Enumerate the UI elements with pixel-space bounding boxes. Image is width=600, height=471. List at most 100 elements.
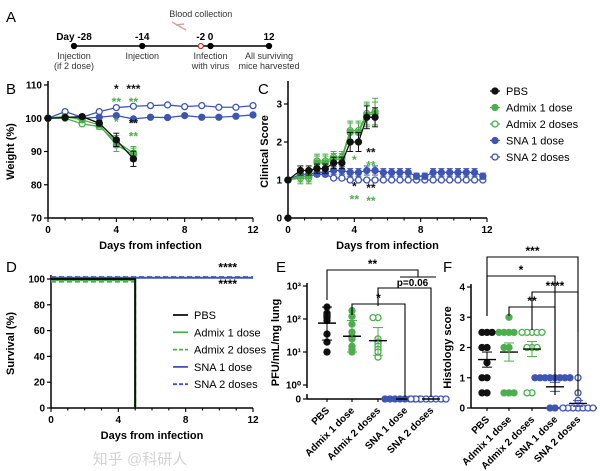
timeline-day-label: -14 (135, 32, 150, 43)
y-axis-title: PFU/mL/mg lung (270, 299, 282, 386)
significance-bracket (508, 306, 556, 395)
category-label: PBS (310, 405, 333, 428)
timeline-marker (207, 42, 214, 50)
data-point (198, 101, 206, 110)
data-point (354, 138, 363, 146)
data-point (61, 113, 69, 122)
data-point (284, 176, 292, 184)
data-point (354, 168, 363, 177)
data-point (363, 166, 371, 175)
data-point (284, 214, 292, 222)
data-point (470, 176, 479, 184)
watermark: 知乎 @科研人 (93, 451, 187, 468)
data-point (429, 168, 437, 177)
category-label: SNA 2 doses (385, 405, 436, 456)
data-point (412, 172, 421, 180)
y-axis-title: Survival (%) (5, 312, 17, 375)
x-tick-label: 8 (182, 225, 188, 236)
legend-marker (491, 153, 499, 161)
data-point (566, 374, 574, 382)
legend-marker (491, 103, 499, 112)
data-point (500, 343, 508, 352)
data-point (232, 103, 240, 111)
data-point (404, 176, 412, 184)
data-point (329, 159, 338, 167)
data-point (44, 114, 52, 122)
significance-marker: **** (218, 277, 237, 291)
data-point (404, 168, 412, 177)
data-point (305, 166, 313, 175)
data-point (338, 159, 346, 167)
data-point (95, 119, 103, 127)
data-point (462, 176, 470, 184)
data-point (479, 172, 487, 180)
data-point (112, 103, 120, 112)
data-point (129, 115, 138, 123)
timeline-note: with virus (191, 61, 230, 71)
data-point (78, 112, 86, 121)
survival-curve (51, 279, 137, 408)
data-point (478, 343, 486, 352)
significance-marker: ** (366, 145, 376, 159)
y-tick-label: 110 (26, 81, 43, 92)
axis-break (302, 388, 312, 394)
significance-marker: ** (129, 95, 139, 109)
data-point (429, 176, 437, 184)
data-point (538, 328, 546, 337)
data-point (363, 113, 371, 121)
significance-marker: ** (112, 95, 122, 109)
panel-label-e: E (276, 259, 286, 276)
y-tick-label: 60 (34, 326, 46, 337)
y-tick-label: 70 (31, 214, 43, 225)
data-point (379, 176, 388, 184)
y-tick-label: 10⁰ (286, 381, 301, 392)
data-point (181, 111, 189, 120)
data-point (371, 113, 379, 121)
y-tick-label: 10¹ (287, 348, 302, 359)
x-tick-label: 4 (352, 225, 358, 236)
legend-label: PBS (506, 86, 528, 98)
data-point (559, 404, 567, 412)
y-tick-label: 0 (39, 404, 45, 415)
significance-marker: ** (129, 130, 139, 144)
data-point (546, 404, 554, 412)
panel-label-c: C (258, 81, 269, 98)
y-tick-label: 80 (34, 300, 46, 311)
timeline-note: Infection (193, 51, 227, 61)
legend-label: Admix 2 doses (506, 119, 579, 131)
data-point (523, 389, 531, 397)
significance-marker: * (352, 153, 357, 167)
x-tick-label: 8 (418, 225, 424, 236)
panel-label-d: D (6, 259, 17, 276)
y-tick-label: 4 (459, 283, 465, 294)
significance-marker: ** (366, 194, 376, 208)
y-tick-label: 20 (34, 378, 46, 389)
significance-marker: * (114, 82, 119, 96)
data-point (232, 112, 240, 120)
data-point (313, 164, 321, 173)
y-tick-label: 90 (31, 147, 43, 158)
data-point (379, 168, 388, 177)
data-point (589, 404, 597, 412)
legend-label: SNA 2 doses (194, 379, 258, 391)
significance-label: p=0.06 (397, 278, 429, 289)
timeline-marker (197, 42, 204, 50)
data-point (129, 155, 138, 163)
timeline-note: Injection (125, 51, 159, 61)
data-point (518, 328, 526, 337)
data-point (215, 113, 223, 121)
data-point (198, 113, 206, 121)
data-point (495, 328, 503, 337)
y-axis-title: Clinical Score (259, 115, 271, 188)
data-point (531, 374, 539, 382)
significance-marker: **** (218, 260, 237, 274)
y-tick-label: 3 (459, 313, 465, 324)
timeline-day-label: 12 (263, 32, 275, 43)
significance-bracket (377, 287, 432, 397)
data-point (510, 389, 518, 397)
timeline-marker (70, 42, 78, 50)
significance-label: *** (525, 244, 539, 258)
significance-bracket (531, 291, 579, 395)
